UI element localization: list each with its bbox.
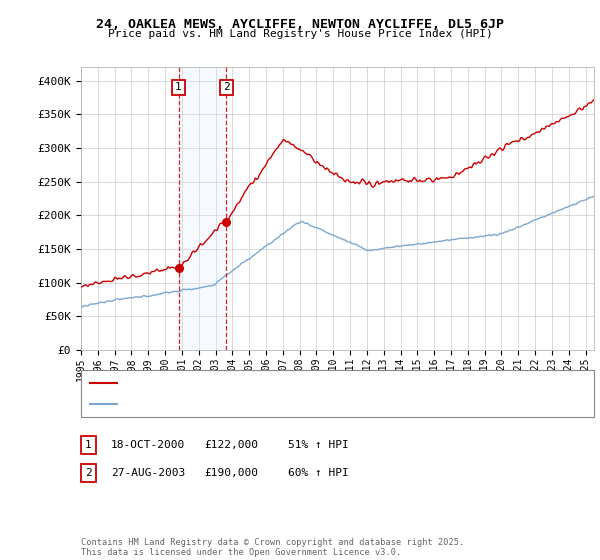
Text: 60% ↑ HPI: 60% ↑ HPI (288, 468, 349, 478)
Bar (179, 67, 226, 350)
Text: Contains HM Land Registry data © Crown copyright and database right 2025.
This d: Contains HM Land Registry data © Crown c… (81, 538, 464, 557)
Text: 2: 2 (85, 468, 92, 478)
Text: HPI: Average price, detached house, County Durham: HPI: Average price, detached house, Coun… (123, 399, 411, 409)
Text: Price paid vs. HM Land Registry's House Price Index (HPI): Price paid vs. HM Land Registry's House … (107, 29, 493, 39)
Text: 27-AUG-2003: 27-AUG-2003 (111, 468, 185, 478)
Text: £122,000: £122,000 (204, 440, 258, 450)
Text: 24, OAKLEA MEWS, AYCLIFFE, NEWTON AYCLIFFE, DL5 6JP: 24, OAKLEA MEWS, AYCLIFFE, NEWTON AYCLIF… (96, 18, 504, 31)
Text: 51% ↑ HPI: 51% ↑ HPI (288, 440, 349, 450)
Text: 18-OCT-2000: 18-OCT-2000 (111, 440, 185, 450)
Text: 1: 1 (85, 440, 92, 450)
Text: £190,000: £190,000 (204, 468, 258, 478)
Text: 24, OAKLEA MEWS, AYCLIFFE, NEWTON AYCLIFFE, DL5 6JP (detached house): 24, OAKLEA MEWS, AYCLIFFE, NEWTON AYCLIF… (123, 378, 523, 388)
Text: 1: 1 (175, 82, 182, 92)
Text: 2: 2 (223, 82, 230, 92)
